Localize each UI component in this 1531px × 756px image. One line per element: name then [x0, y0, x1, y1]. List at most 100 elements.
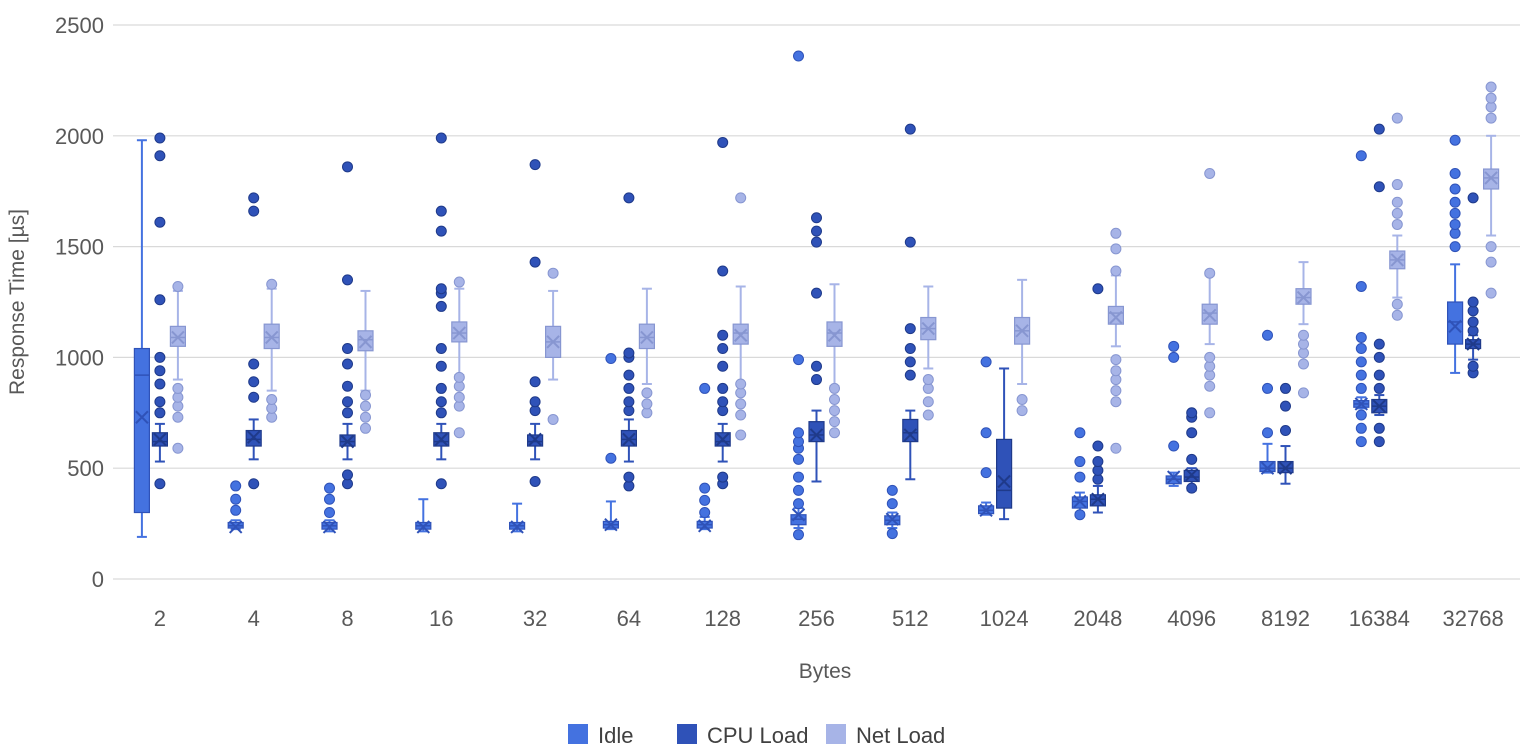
outlier-point: [1391, 298, 1403, 310]
mean-marker: [1296, 290, 1311, 305]
outlier-point: [1110, 365, 1122, 377]
x-tick-label: 16384: [1349, 606, 1410, 631]
outlier-point: [904, 123, 916, 135]
mean-marker: [510, 520, 524, 534]
outlier-point: [641, 398, 653, 410]
y-tick-label: 1000: [55, 345, 104, 370]
y-axis-title: Response Time [µs]: [6, 209, 29, 395]
outlier-point: [1355, 150, 1367, 162]
mean-marker: [1109, 310, 1123, 325]
outlier-point: [1186, 407, 1198, 419]
outlier-point: [735, 378, 747, 390]
mean-marker: [416, 520, 431, 534]
outlier-point: [980, 356, 992, 368]
outlier-point: [1373, 436, 1385, 448]
outlier-point: [1110, 385, 1122, 397]
x-tick-label: 64: [617, 606, 641, 631]
outlier-point: [829, 416, 840, 428]
outlier-point: [1092, 283, 1104, 295]
mean-marker: [1448, 319, 1462, 334]
outlier-point: [435, 478, 447, 490]
mean-marker: [1260, 461, 1275, 475]
outlier-point: [623, 382, 635, 394]
outlier-point: [1391, 179, 1403, 191]
outlier-point: [735, 398, 747, 410]
mean-marker: [322, 520, 337, 534]
outlier-point: [1186, 427, 1198, 439]
outlier-point: [154, 216, 166, 228]
outlier-point: [154, 351, 166, 363]
outlier-point: [435, 300, 447, 312]
mean-marker: [640, 330, 654, 345]
outlier-point: [1467, 296, 1479, 308]
legend-label: Net Load: [856, 723, 945, 748]
outlier-point: [529, 475, 541, 487]
outlier-point: [1355, 356, 1367, 368]
x-tick-label: 8: [341, 606, 353, 631]
outlier-point: [1298, 387, 1309, 399]
outlier-point: [811, 225, 822, 237]
outlier-point: [154, 365, 166, 377]
outlier-point: [811, 236, 822, 248]
box: [995, 438, 1013, 509]
outlier-point: [154, 407, 166, 419]
mean-marker: [1484, 171, 1498, 185]
outlier-point: [1373, 181, 1385, 193]
outlier-point: [980, 427, 992, 439]
outlier-point: [1373, 338, 1385, 350]
x-tick-label: 32: [523, 606, 547, 631]
outlier-point: [1110, 396, 1122, 408]
mean-marker: [171, 330, 185, 345]
outlier-point: [1449, 241, 1461, 253]
outlier-point: [1204, 407, 1216, 419]
legend-swatch: [677, 724, 697, 744]
mean-marker: [921, 321, 936, 336]
mean-marker: [528, 432, 542, 447]
series-cpu-load: [151, 123, 1482, 521]
outlier-point: [1485, 287, 1497, 299]
outlier-point: [793, 354, 804, 366]
mean-marker: [228, 520, 243, 534]
x-axis-title: Bytes: [799, 660, 852, 683]
outlier-point: [623, 347, 635, 359]
y-tick-label: 1500: [55, 235, 104, 260]
outlier-point: [1092, 456, 1104, 468]
mean-marker: [1015, 324, 1029, 338]
outlier-point: [829, 382, 840, 394]
outlier-point: [154, 478, 166, 490]
mean-marker: [358, 335, 373, 349]
outlier-point: [529, 396, 541, 408]
outlier-point: [435, 360, 447, 372]
plot-area: [133, 50, 1500, 541]
mean-marker: [264, 330, 279, 345]
legend-swatch: [568, 724, 588, 744]
outlier-point: [904, 236, 916, 248]
outlier-point: [248, 205, 260, 217]
outlier-point: [623, 192, 635, 204]
outlier-point: [886, 498, 898, 510]
x-tick-label: 2: [154, 606, 166, 631]
outlier-point: [1355, 422, 1367, 434]
outlier-point: [248, 192, 260, 204]
outlier-point: [904, 369, 916, 381]
x-tick-label: 16: [429, 606, 453, 631]
mean-marker: [153, 432, 167, 447]
mean-marker: [827, 328, 842, 342]
box: [808, 421, 825, 443]
outlier-point: [1110, 442, 1122, 454]
outlier-point: [1373, 369, 1385, 381]
outlier-point: [435, 225, 447, 237]
outlier-point: [717, 343, 729, 355]
box: [133, 347, 150, 514]
outlier-point: [154, 150, 166, 162]
outlier-point: [811, 360, 822, 372]
mean-marker: [1278, 461, 1293, 475]
outlier-point: [529, 159, 541, 171]
outlier-point: [1280, 425, 1291, 437]
outlier-point: [1485, 112, 1497, 124]
mean-marker: [1202, 308, 1217, 323]
outlier-point: [735, 429, 747, 441]
outlier-point: [717, 382, 729, 394]
outlier-point: [230, 493, 242, 505]
